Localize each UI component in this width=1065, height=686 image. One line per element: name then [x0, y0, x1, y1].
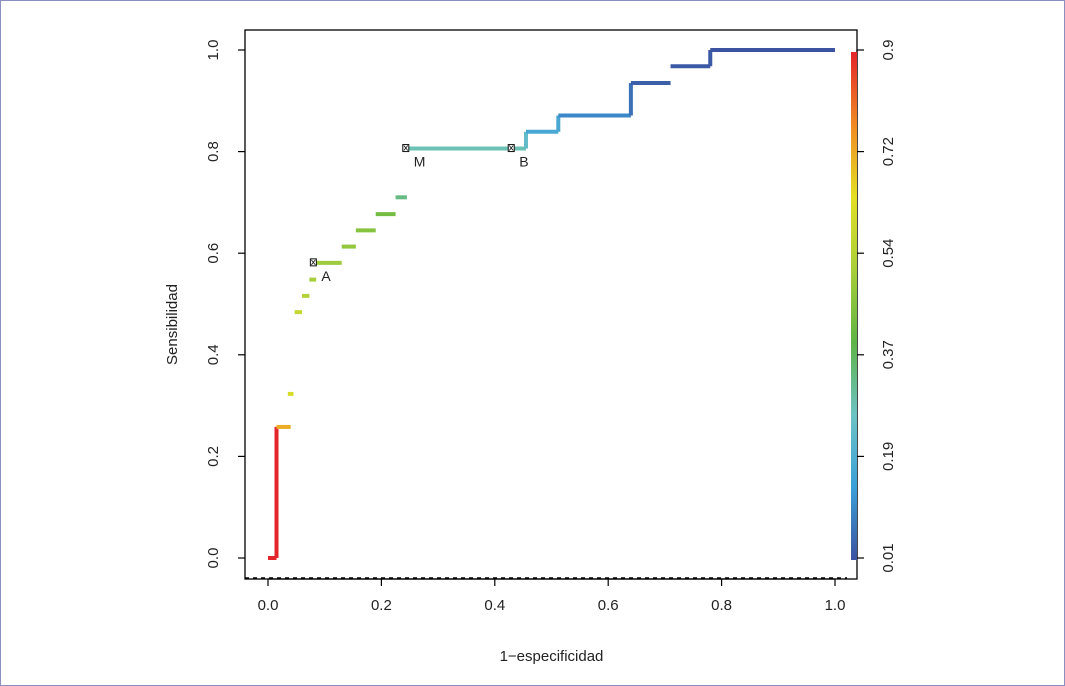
colorbar-tick-label: 0.9	[880, 40, 897, 61]
x-tick-label: 0.6	[598, 597, 619, 614]
plot-area	[244, 29, 858, 580]
x-tick-label: 0.2	[371, 597, 392, 614]
y-axis: 0.0 0.2 0.4 0.6 0.8 1.0	[205, 40, 245, 569]
colorbar	[851, 52, 857, 560]
y-tick-label: 0.4	[205, 344, 222, 365]
y-axis-label: Sensibilidad	[164, 284, 181, 365]
colorbar-tick-label: 0.72	[880, 137, 897, 166]
colorbar-tick-label: 0.01	[880, 543, 897, 572]
colorbar-tick-label: 0.37	[880, 340, 897, 369]
roc-curve	[268, 48, 835, 560]
x-tick-label: 0.0	[258, 597, 279, 614]
y-tick-label: 0.0	[205, 548, 222, 569]
y-tick-label: 0.6	[205, 243, 222, 264]
point-label-a: A	[321, 268, 331, 284]
x-tick-label: 1.0	[825, 597, 846, 614]
x-axis-label: 1−especificidad	[500, 648, 604, 665]
point-markers: A M B	[309, 144, 529, 284]
x-axis: 0.0 0.2 0.4 0.6 0.8 1.0	[258, 578, 846, 614]
point-label-b: B	[519, 154, 528, 170]
colorbar-axis: 0.01 0.19 0.37 0.54 0.72 0.9	[856, 40, 897, 573]
y-tick-label: 0.2	[205, 446, 222, 467]
point-marker-cross	[403, 145, 409, 151]
x-tick-label: 0.8	[711, 597, 732, 614]
colorbar-tick-label: 0.54	[880, 239, 897, 268]
point-marker-cross	[311, 259, 316, 266]
point-label-m: M	[414, 154, 426, 170]
colorbar-tick-label: 0.19	[880, 442, 897, 471]
x-tick-label: 0.4	[484, 597, 505, 614]
y-tick-label: 0.8	[205, 141, 222, 162]
y-tick-label: 1.0	[205, 40, 222, 61]
point-marker-cross	[508, 145, 514, 151]
